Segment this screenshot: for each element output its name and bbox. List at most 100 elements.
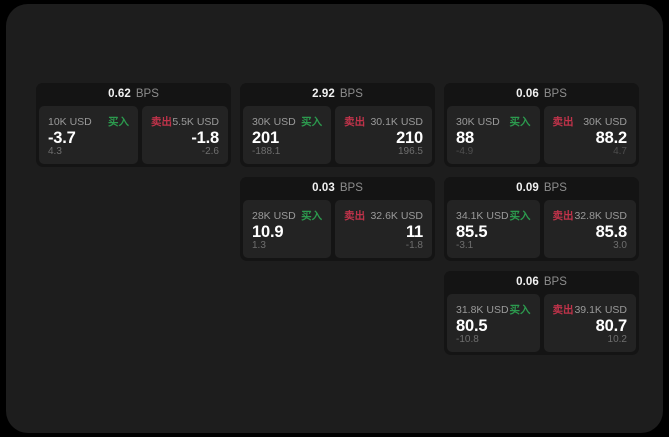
sell-delta-value: 196.5	[397, 146, 423, 157]
buy-delta-value: -3.1	[456, 240, 474, 251]
bps-unit-label: BPS	[339, 181, 363, 194]
sell-size-label: 5.5K USD	[172, 115, 219, 128]
bps-value: 0.06	[516, 87, 539, 100]
bps-unit-label: BPS	[339, 87, 363, 100]
quote-card-board: 0.62 BPS 10K USD 买入 -3.7 4.3 卖出 5.5K USD -1.8 -2.…	[36, 83, 640, 355]
sell-panel[interactable]: 卖出 30K USD 88.2 4.7	[543, 106, 636, 164]
sell-delta-value: 4.7	[613, 146, 627, 157]
panel-top-row: 28K USD 买入	[252, 209, 323, 223]
card-header: 2.92 BPS	[240, 83, 435, 106]
buy-side-label: 买入	[509, 116, 531, 128]
panel-top-row: 卖出 30K USD	[552, 115, 628, 129]
buy-panel[interactable]: 30K USD 买入 88 -4.9	[447, 106, 540, 164]
column-2: 2.92 BPS 30K USD 买入 201 -188.1 卖出 30.1K USD 210 1…	[240, 83, 435, 261]
sell-panel[interactable]: 卖出 39.1K USD 80.7 10.2	[543, 294, 636, 352]
buy-side-label: 买入	[108, 116, 129, 128]
buy-delta-value: 1.3	[252, 240, 266, 251]
buy-size-label: 30K USD	[456, 115, 500, 128]
sell-size-label: 39.1K USD	[574, 303, 627, 316]
quote-card[interactable]: 2.92 BPS 30K USD 买入 201 -188.1 卖出 30.1K USD 210 1…	[240, 83, 435, 167]
app-surface: 0.62 BPS 10K USD 买入 -3.7 4.3 卖出 5.5K USD -1.8 -2.…	[6, 4, 663, 433]
quote-card[interactable]: 0.06 BPS 31.8K USD 买入 80.5 -10.8 卖出 39.1K USD 80…	[444, 271, 639, 355]
buy-side-label: 买入	[509, 304, 531, 316]
buy-side-label: 买入	[509, 210, 531, 222]
buy-price-value: -3.7	[48, 128, 76, 147]
sell-size-label: 32.8K USD	[574, 209, 627, 222]
card-body: 30K USD 买入 88 -4.9 卖出 30K USD 88.2 4.7	[444, 106, 639, 167]
buy-price-value: 10.9	[252, 222, 284, 241]
column-3: 0.06 BPS 30K USD 买入 88 -4.9 卖出 30K USD 88.2 4.7 0.…	[444, 83, 639, 355]
buy-size-label: 28K USD	[252, 209, 296, 222]
sell-price-value: 88.2	[595, 128, 628, 147]
card-header: 0.09 BPS	[444, 177, 639, 200]
bps-value: 0.06	[516, 275, 539, 288]
bps-unit-label: BPS	[543, 87, 567, 100]
card-header: 0.03 BPS	[240, 177, 435, 200]
buy-panel[interactable]: 10K USD 买入 -3.7 4.3	[39, 106, 138, 164]
buy-side-label: 买入	[301, 116, 323, 128]
sell-side-label: 卖出	[344, 210, 366, 222]
buy-size-label: 34.1K USD	[456, 209, 509, 222]
panel-top-row: 30K USD 买入	[252, 115, 323, 129]
sell-side-label: 卖出	[552, 116, 574, 128]
column-1: 0.62 BPS 10K USD 买入 -3.7 4.3 卖出 5.5K USD -1.8 -2.…	[36, 83, 231, 167]
sell-price-value: 80.7	[595, 316, 628, 335]
card-body: 34.1K USD 买入 85.5 -3.1 卖出 32.8K USD 85.8 3.0	[444, 200, 639, 261]
buy-panel[interactable]: 28K USD 买入 10.9 1.3	[243, 200, 332, 258]
sell-side-label: 卖出	[552, 210, 574, 222]
sell-delta-value: 3.0	[613, 240, 627, 251]
panel-top-row: 34.1K USD 买入	[456, 209, 531, 223]
panel-top-row: 30K USD 买入	[456, 115, 531, 129]
sell-side-label: 卖出	[552, 304, 574, 316]
bps-unit-label: BPS	[543, 181, 567, 194]
bps-value: 2.92	[312, 87, 335, 100]
card-body: 10K USD 买入 -3.7 4.3 卖出 5.5K USD -1.8 -2.6	[36, 106, 231, 167]
card-header: 0.06 BPS	[444, 271, 639, 294]
buy-size-label: 10K USD	[48, 115, 92, 128]
sell-delta-value: 10.2	[607, 334, 627, 345]
bps-value: 0.03	[312, 181, 335, 194]
bps-value: 0.62	[108, 87, 131, 100]
sell-delta-value: -1.8	[405, 240, 423, 251]
buy-panel[interactable]: 31.8K USD 买入 80.5 -10.8	[447, 294, 540, 352]
buy-size-label: 30K USD	[252, 115, 296, 128]
buy-delta-value: 4.3	[48, 146, 62, 157]
sell-panel[interactable]: 卖出 30.1K USD 210 196.5	[335, 106, 432, 164]
buy-size-label: 31.8K USD	[456, 303, 509, 316]
card-body: 28K USD 买入 10.9 1.3 卖出 32.6K USD 11 -1.8	[240, 200, 435, 261]
quote-card[interactable]: 0.06 BPS 30K USD 买入 88 -4.9 卖出 30K USD 88.2 4.7	[444, 83, 639, 167]
card-header: 0.62 BPS	[36, 83, 231, 106]
sell-size-label: 30K USD	[583, 115, 627, 128]
panel-top-row: 卖出 39.1K USD	[552, 303, 628, 317]
buy-price-value: 201	[252, 128, 279, 147]
sell-price-value: 210	[396, 128, 423, 147]
bps-value: 0.09	[516, 181, 539, 194]
panel-top-row: 10K USD 买入	[48, 115, 129, 129]
quote-card[interactable]: 0.03 BPS 28K USD 买入 10.9 1.3 卖出 32.6K USD 11 -1.8	[240, 177, 435, 261]
buy-delta-value: -188.1	[252, 146, 281, 157]
bps-unit-label: BPS	[135, 87, 159, 100]
sell-delta-value: -2.6	[201, 146, 219, 157]
buy-price-value: 80.5	[456, 316, 488, 335]
panel-top-row: 31.8K USD 买入	[456, 303, 531, 317]
sell-side-label: 卖出	[344, 116, 366, 128]
quote-card[interactable]: 0.62 BPS 10K USD 买入 -3.7 4.3 卖出 5.5K USD -1.8 -2.…	[36, 83, 231, 167]
sell-panel[interactable]: 卖出 32.8K USD 85.8 3.0	[543, 200, 636, 258]
sell-side-label: 卖出	[151, 116, 172, 128]
buy-side-label: 买入	[301, 210, 323, 222]
sell-price-value: 85.8	[595, 222, 628, 241]
sell-size-label: 30.1K USD	[370, 115, 423, 128]
buy-panel[interactable]: 30K USD 买入 201 -188.1	[243, 106, 332, 164]
panel-top-row: 卖出 5.5K USD	[151, 115, 219, 129]
sell-panel[interactable]: 卖出 32.6K USD 11 -1.8	[335, 200, 432, 258]
card-body: 31.8K USD 买入 80.5 -10.8 卖出 39.1K USD 80.7 10.2	[444, 294, 639, 355]
buy-panel[interactable]: 34.1K USD 买入 85.5 -3.1	[447, 200, 540, 258]
quote-card[interactable]: 0.09 BPS 34.1K USD 买入 85.5 -3.1 卖出 32.8K USD 85.…	[444, 177, 639, 261]
panel-top-row: 卖出 30.1K USD	[344, 115, 423, 129]
buy-price-value: 88	[456, 128, 474, 147]
sell-price-value: 11	[405, 222, 423, 241]
buy-delta-value: -4.9	[456, 146, 474, 157]
card-header: 0.06 BPS	[444, 83, 639, 106]
sell-panel[interactable]: 卖出 5.5K USD -1.8 -2.6	[142, 106, 228, 164]
sell-price-value: -1.8	[191, 128, 219, 147]
